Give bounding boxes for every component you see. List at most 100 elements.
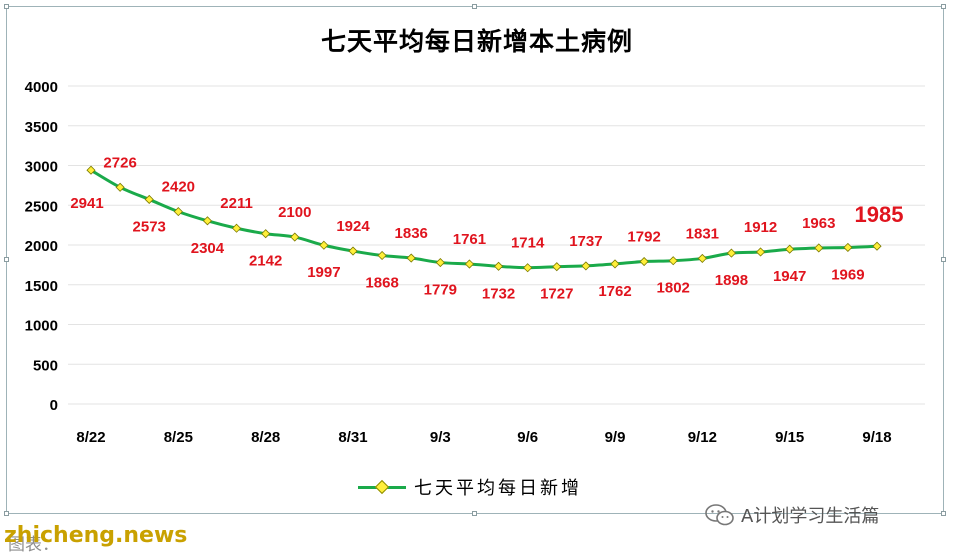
data-label: 2941: [70, 195, 103, 212]
x-tick-label: 9/18: [862, 429, 891, 446]
data-point: [843, 242, 853, 253]
data-label: 1997: [307, 264, 340, 281]
resize-handle-bottom-middle[interactable]: [472, 511, 477, 516]
data-label: 1898: [715, 272, 748, 289]
data-point: [115, 182, 125, 192]
x-axis-ticks: 8/22 8/25 8/28 8/31 9/3 9/6 9/9 9/12 9/15 9/18: [76, 429, 891, 446]
y-tick-label: 3000: [25, 159, 58, 176]
data-point: [668, 256, 678, 266]
data-point: [523, 263, 533, 273]
data-label: 1963: [802, 215, 835, 232]
data-point: [814, 243, 824, 253]
resize-handle-top-right[interactable]: [941, 4, 946, 9]
data-label: 2420: [162, 179, 195, 196]
resize-handle-middle-right[interactable]: [941, 257, 946, 262]
y-tick-label: 500: [33, 357, 58, 374]
data-label: 1836: [395, 225, 428, 242]
wechat-icon: [705, 504, 734, 526]
resize-handle-middle-left[interactable]: [4, 257, 9, 262]
legend-marker: [358, 479, 406, 495]
data-point: [785, 244, 795, 254]
resize-handle-top-middle[interactable]: [472, 4, 477, 9]
x-tick-label: 9/3: [430, 429, 451, 446]
watermark-account-label: A计划学习生活篇: [741, 506, 880, 527]
legend-label: 七天平均每日新增: [414, 478, 582, 499]
data-label: 2726: [103, 154, 136, 171]
data-label: 1727: [540, 286, 573, 303]
data-point: [493, 261, 504, 271]
data-label: 2211: [220, 195, 253, 212]
data-point: [726, 248, 737, 258]
legend: 七天平均每日新增: [358, 474, 582, 500]
data-point: [464, 259, 475, 269]
data-point: [755, 247, 766, 257]
data-label: 1912: [744, 219, 777, 236]
data-label: 1947: [773, 268, 806, 285]
data-point: [639, 256, 649, 267]
data-point: [261, 229, 271, 239]
data-point: [202, 216, 213, 226]
y-tick-label: 1000: [25, 318, 58, 335]
data-point: [231, 223, 242, 233]
data-label: 2304: [191, 240, 225, 257]
data-point: [552, 262, 562, 272]
data-point: [377, 250, 387, 261]
data-point: [173, 207, 183, 217]
data-label: 1868: [365, 274, 398, 291]
chart-title: 七天平均每日新增本土病例: [320, 27, 633, 56]
x-tick-label: 9/6: [517, 429, 538, 446]
x-tick-label: 8/25: [164, 429, 193, 446]
y-tick-label: 2000: [25, 238, 58, 255]
resize-handle-bottom-right[interactable]: [941, 511, 946, 516]
data-point: [319, 240, 329, 250]
data-point: [872, 241, 882, 251]
resize-handle-bottom-left[interactable]: [4, 511, 9, 516]
data-label: 2573: [133, 218, 166, 235]
data-label: 1985: [855, 202, 904, 227]
x-tick-label: 9/9: [605, 429, 626, 446]
data-points: [86, 165, 882, 273]
x-tick-label: 8/22: [76, 429, 105, 446]
data-label: 1761: [453, 231, 486, 248]
data-label: 1762: [598, 283, 631, 300]
watermark-account: A计划学习生活篇: [705, 502, 879, 528]
y-tick-label: 4000: [25, 79, 58, 96]
data-point: [581, 261, 591, 271]
y-tick-label: 0: [50, 397, 58, 414]
data-label: 1737: [569, 233, 602, 250]
data-label: 2100: [278, 204, 311, 221]
data-label: 1831: [686, 225, 719, 242]
resize-handle-top-left[interactable]: [4, 4, 9, 9]
data-label: 1779: [424, 282, 457, 299]
data-label: 2142: [249, 253, 282, 270]
series-line: [90, 168, 878, 270]
y-tick-label: 1500: [25, 278, 58, 295]
x-tick-label: 9/12: [688, 429, 717, 446]
data-label: 1969: [831, 266, 864, 283]
x-tick-label: 8/31: [338, 429, 367, 446]
chart-frame: [4, 4, 946, 516]
data-label: 1792: [627, 229, 660, 246]
y-axis-ticks: 0 500 1000 1500 2000 2500 3000 3500 4000: [25, 79, 58, 414]
x-tick-label: 9/15: [775, 429, 804, 446]
data-point: [290, 232, 300, 242]
data-label: 1714: [511, 235, 545, 252]
data-label: 1802: [657, 280, 690, 297]
data-labels: 2941 2726 2573 2420 2304 2211 2142 2100 1997 1924…: [70, 154, 903, 302]
data-point: [348, 246, 358, 256]
data-point: [86, 165, 96, 175]
y-tick-label: 3500: [25, 119, 58, 136]
series-line-path: [90, 168, 878, 270]
data-point: [697, 253, 707, 264]
source-caption: 图表：: [8, 535, 59, 555]
watermark-site: zhicheng.news: [4, 523, 188, 548]
data-point: [144, 194, 154, 205]
data-point: [435, 258, 445, 268]
y-tick-label: 2500: [25, 198, 58, 215]
data-label: 1732: [482, 285, 515, 302]
x-tick-label: 8/28: [251, 429, 280, 446]
gridlines: [68, 85, 925, 405]
data-point: [610, 259, 620, 269]
legend-diamond: [374, 479, 390, 495]
